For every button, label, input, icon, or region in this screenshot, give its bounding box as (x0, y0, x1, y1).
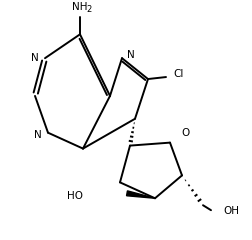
Text: HO: HO (67, 191, 83, 201)
Text: Cl: Cl (173, 69, 183, 79)
Text: NH: NH (72, 2, 88, 12)
Polygon shape (127, 191, 155, 198)
Text: OH: OH (223, 206, 239, 216)
Text: O: O (181, 128, 189, 138)
Text: 2: 2 (86, 6, 92, 14)
Text: N: N (34, 130, 42, 140)
Text: N: N (31, 53, 39, 63)
Text: N: N (127, 50, 135, 60)
